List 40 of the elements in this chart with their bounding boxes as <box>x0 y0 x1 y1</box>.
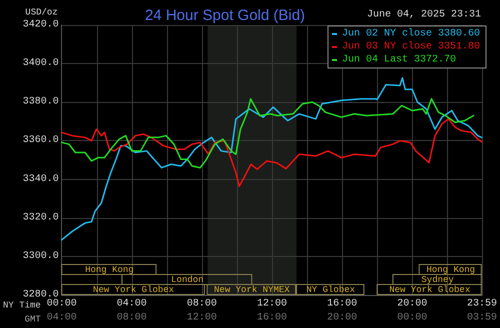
annotation: NY Globex <box>306 285 356 295</box>
x-tick-label: 23:59 <box>466 298 498 310</box>
x-tick-label: 20:00 <box>397 298 428 310</box>
y-tick-label: 3400.0 <box>22 58 59 70</box>
annotation: Sydney <box>421 275 454 285</box>
x2-tick-label: 00:00 <box>397 312 428 324</box>
x2-axis-title: GMT <box>24 314 42 324</box>
annotation: New York NYMEX <box>214 285 290 295</box>
y-tick-label: 3340.0 <box>22 174 59 185</box>
x-tick-label: 12:00 <box>256 298 288 310</box>
x2-tick-label: 16:00 <box>256 312 288 324</box>
y-tick-label: 3380.0 <box>22 96 59 108</box>
x-tick-label: 08:00 <box>186 298 217 310</box>
line-series <box>60 98 474 168</box>
x-axis-title: NY Time <box>2 300 41 310</box>
legend-label: Jun 04 Last 3372.70 <box>342 54 456 66</box>
line-series <box>60 77 482 241</box>
legend-label: Jun 03 NY close 3351.80 <box>342 40 480 52</box>
y-tick-label: 3360.0 <box>22 135 59 146</box>
annotation: Hong Kong <box>426 265 476 275</box>
annotation: London <box>171 275 204 285</box>
annotation: New York Globex <box>389 285 470 295</box>
x2-tick-label: 20:00 <box>327 312 358 324</box>
annotation: Hong Kong <box>85 265 134 275</box>
x2-tick-label: 04:00 <box>46 312 77 324</box>
legend-label: Jun 02 NY close 3380.60 <box>342 28 480 40</box>
x2-tick-label: 03:59 <box>466 312 498 324</box>
chart-title: 24 Hour Spot Gold (Bid) <box>144 7 306 24</box>
x2-tick-label: 12:00 <box>186 312 217 324</box>
y-tick-label: 3320.0 <box>22 212 59 224</box>
annotation: New York Globex <box>93 285 174 295</box>
x2-tick-label: 08:00 <box>116 312 147 324</box>
x-tick-label: 00:00 <box>46 298 77 310</box>
x-tick-label: 16:00 <box>327 298 358 310</box>
y-axis-title: USD/oz <box>25 8 58 18</box>
y-tick-label: 3300.0 <box>22 250 59 262</box>
y-tick-label: 3420.0 <box>22 20 59 30</box>
line-series <box>60 118 482 187</box>
x-tick-label: 04:00 <box>116 298 147 310</box>
chart-subtitle: June 04, 2025 23:31 <box>366 10 482 20</box>
